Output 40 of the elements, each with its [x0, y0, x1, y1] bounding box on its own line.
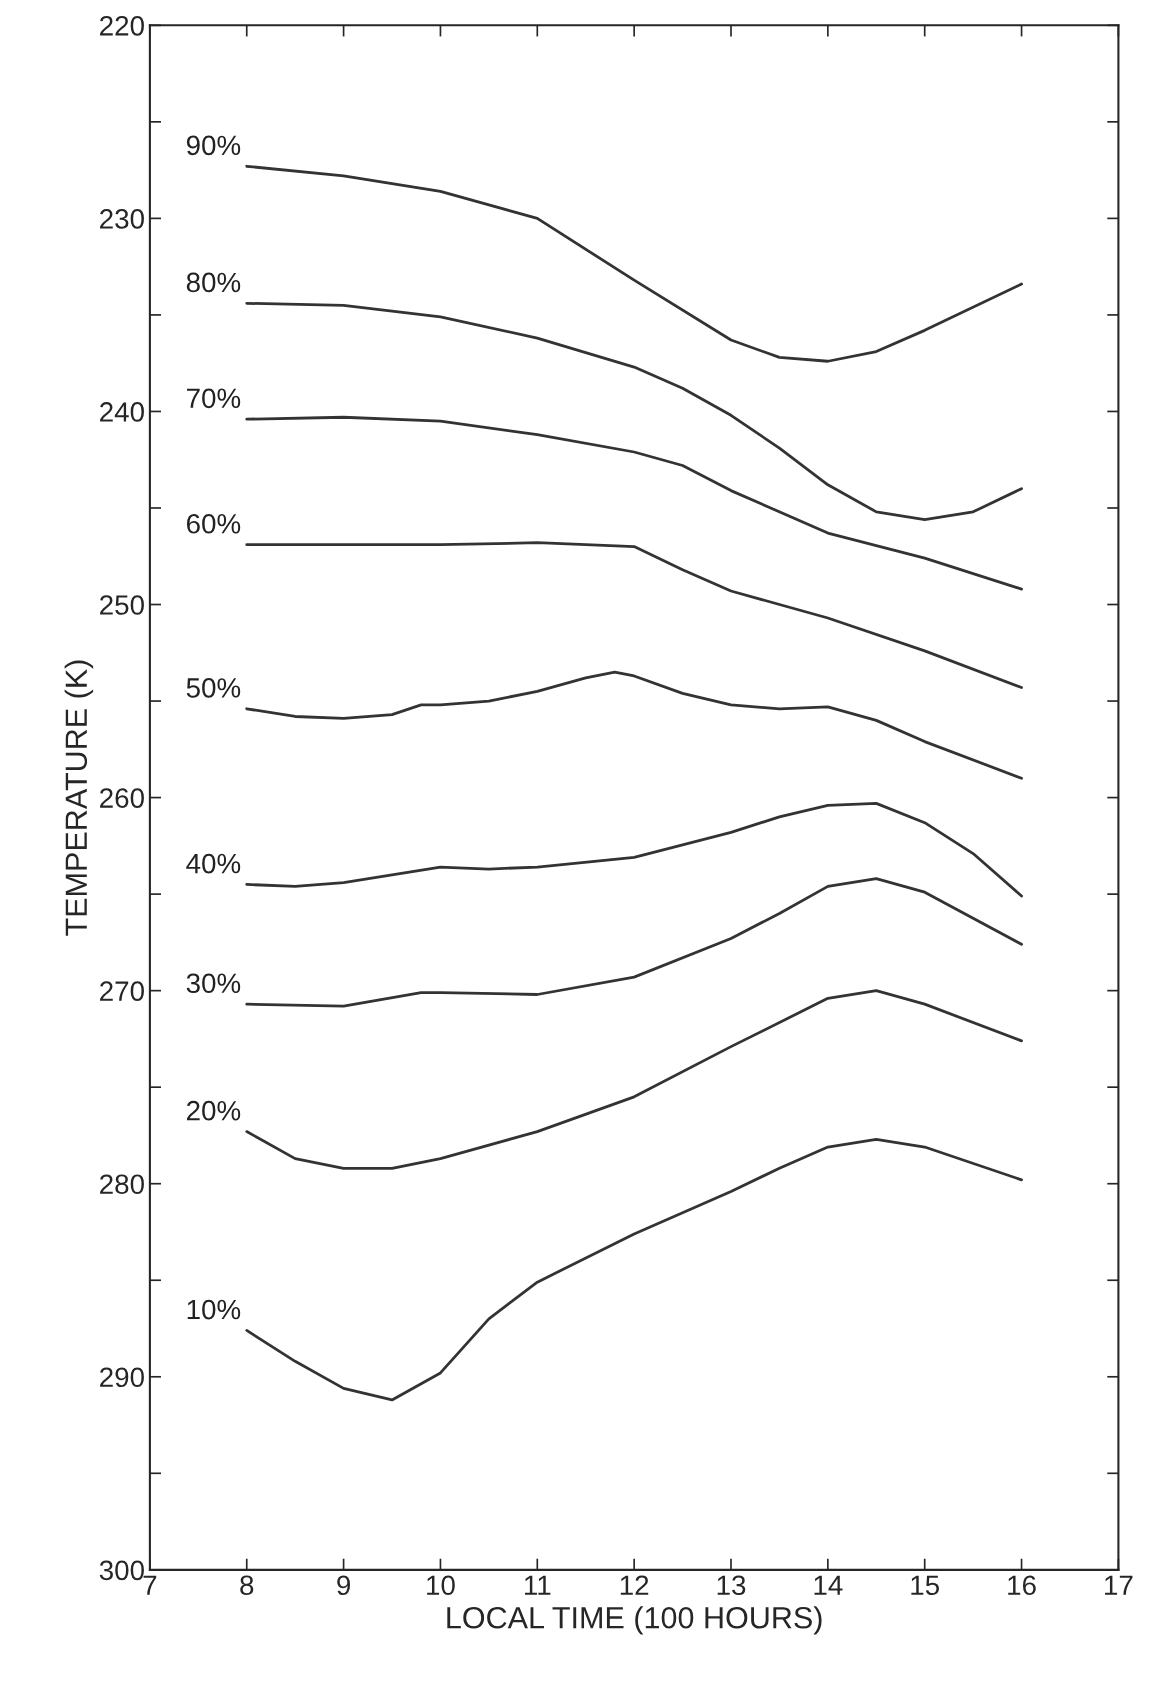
line-series [245, 877, 1023, 1008]
line-series [245, 301, 1023, 521]
series-label: 90% [186, 135, 241, 156]
series-label: 10% [187, 1299, 241, 1320]
y-tick-label: 290 [100, 1367, 144, 1388]
x-tick-label: 13 [717, 1575, 746, 1596]
x-tick-label: 9 [337, 1575, 350, 1596]
y-tick-label: 270 [100, 981, 144, 1001]
line-series [245, 670, 1023, 780]
series-label: 70% [187, 388, 241, 409]
x-tick-label: 15 [911, 1575, 939, 1596]
y-tick-label: 250 [100, 595, 144, 615]
line-series [245, 164, 1023, 363]
line-series [245, 1137, 1023, 1402]
series-label: 80% [186, 272, 241, 293]
x-tick-label: 14 [814, 1575, 843, 1595]
line-series [245, 989, 1023, 1170]
series-label: 50% [186, 678, 241, 698]
y-tick-label: 230 [100, 209, 144, 229]
x-tick-label: 12 [620, 1575, 649, 1595]
x-tick-label: 11 [524, 1575, 551, 1595]
y-tick-label: 220 [100, 15, 144, 36]
line-series [245, 415, 1023, 591]
x-axis-title: LOCAL TIME (100 HOURS) [447, 1606, 822, 1635]
line-series [245, 801, 1023, 898]
x-tick-label: 10 [427, 1575, 455, 1596]
x-tick-label: 17 [1105, 1575, 1133, 1595]
line-series [245, 541, 1023, 689]
x-tick-label: 7 [143, 1575, 157, 1595]
y-axis-title: TEMPERATURE (K) [64, 660, 94, 936]
y-tick-label: 280 [100, 1174, 144, 1195]
series-label: 30% [186, 973, 241, 994]
series-label: 60% [187, 513, 241, 534]
x-tick-label: 16 [1008, 1575, 1036, 1596]
x-tick-label: 8 [240, 1575, 254, 1596]
y-tick-label: 300 [99, 1560, 144, 1581]
series-label: 20% [186, 1100, 241, 1121]
y-tick-label: 260 [100, 788, 144, 808]
series-label: 40% [186, 853, 241, 874]
y-tick-label: 240 [100, 402, 144, 422]
